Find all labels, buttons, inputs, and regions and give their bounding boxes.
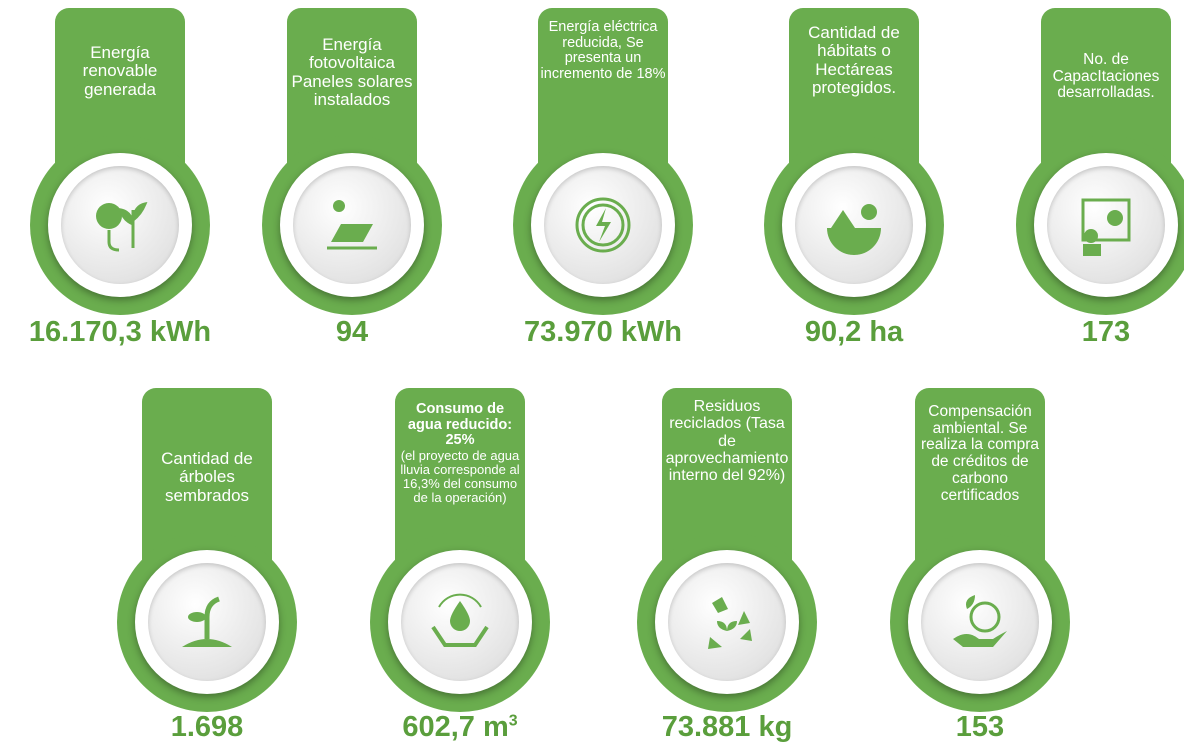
kpi-value: 153 (860, 711, 1100, 744)
label-text: Cantidad de árboles sembrados (161, 449, 253, 505)
icon (953, 595, 1007, 647)
label-text: No. de CapacItaciones desarrolladas. (1052, 51, 1160, 102)
icon-badge (148, 563, 266, 681)
kpi-value: 1.698 (87, 711, 327, 744)
icon-badge (544, 166, 662, 284)
kpi-value: 73.970 kWh (483, 316, 723, 349)
icon (1081, 198, 1131, 256)
icon (708, 597, 752, 649)
icon-badge (61, 166, 179, 284)
value-text: 90,2 ha (804, 316, 904, 348)
kpi-value: 602,7 m3 (340, 711, 580, 744)
card-label: Energía renovable generada (57, 43, 183, 99)
value-text: 173 (1081, 316, 1131, 348)
icon (827, 204, 881, 255)
kpi-value: 94 (232, 316, 472, 349)
label-text: Energía eléctrica reducida, Se presenta … (540, 19, 666, 82)
kpi-value: 73.881 kg (607, 711, 847, 744)
card-label: Cantidad de árboles sembrados (144, 449, 270, 505)
label-text: Energía fotovoltaica Paneles solares ins… (291, 35, 413, 110)
kpi-value: 90,2 ha (734, 316, 974, 349)
label-text: Cantidad de hábitats o Hectáreas protegi… (808, 23, 900, 98)
icon-badge (795, 166, 913, 284)
value-superscript: 3 (508, 712, 518, 730)
card-label: Energía eléctrica reducida, Se presenta … (540, 19, 666, 83)
kpi-value: 173 (986, 316, 1184, 349)
card-label: Consumo de agua reducido: 25% (el proyec… (397, 401, 523, 506)
icon-badge (293, 166, 411, 284)
label-text: (el proyecto de agua lluvia corresponde … (400, 448, 520, 506)
card-label: Energía fotovoltaica Paneles solares ins… (289, 35, 415, 110)
label-text: Energía renovable generada (82, 43, 158, 99)
card-label: No. de CapacItaciones desarrolladas. (1043, 51, 1169, 102)
value-text: 73.881 kg (661, 711, 793, 743)
card-label: Compensación ambiental. Se realiza la co… (917, 403, 1043, 504)
card-label: Residuos reciclados (Tasa de aprovechami… (664, 398, 790, 484)
value-text: 602,7 m (402, 711, 509, 743)
icon (96, 201, 148, 252)
label-text: Compensación ambiental. Se realiza la co… (920, 403, 1040, 504)
label-text: 25% (445, 432, 475, 449)
icon (575, 197, 631, 253)
icon-badge (921, 563, 1039, 681)
icon-badge (401, 563, 519, 681)
value-text: 153 (955, 711, 1005, 743)
label-text: Residuos reciclados (Tasa de aprovechami… (665, 398, 789, 485)
value-text: 16.170,3 kWh (28, 316, 212, 348)
icon (182, 596, 232, 647)
value-text: 94 (335, 316, 369, 348)
icon-badge (668, 563, 786, 681)
value-text: 1.698 (170, 711, 244, 743)
icon (431, 593, 489, 647)
icon (327, 200, 377, 250)
label-text: Consumo de agua reducido: (407, 401, 513, 433)
value-text: 73.970 kWh (524, 316, 682, 348)
icon-badge (1047, 166, 1165, 284)
kpi-value: 16.170,3 kWh (0, 316, 240, 349)
card-label: Cantidad de hábitats o Hectáreas protegi… (791, 23, 917, 98)
